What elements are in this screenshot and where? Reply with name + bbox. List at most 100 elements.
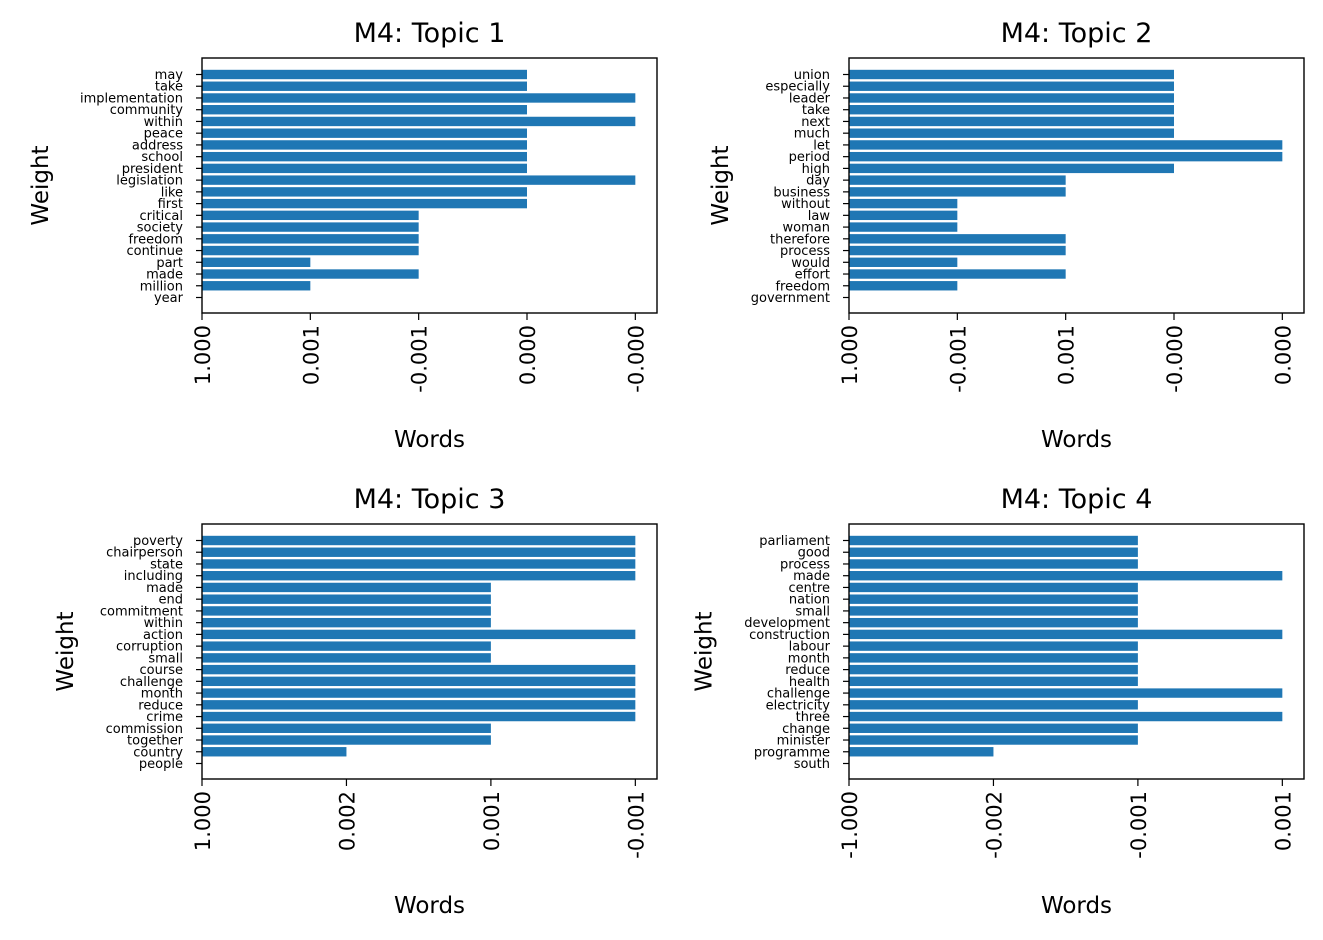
bar [202, 69, 527, 80]
bar [202, 700, 636, 710]
bar [202, 594, 491, 604]
subplot-topic-3: povertychairpersonstateincludingmadeendc… [53, 484, 658, 919]
bar [849, 617, 1138, 628]
y-tick-label: country [133, 745, 183, 760]
x-tick-label: 1.000 [191, 325, 215, 385]
x-tick-label: 0.000 [1271, 325, 1295, 385]
axes-frame [848, 57, 1305, 314]
chart-title: M4: Topic 1 [354, 18, 506, 49]
y-tick-label: programme [754, 745, 830, 760]
bar [849, 571, 1283, 581]
y-tick-label: part [156, 256, 183, 271]
bar [202, 676, 636, 687]
y-tick-label: health [789, 675, 830, 690]
y-tick-label: challenge [120, 675, 183, 690]
x-tick-label: -0.001 [408, 325, 432, 393]
y-axis-label: Weight [708, 145, 734, 225]
y-tick-label: peace [144, 127, 183, 142]
bar [202, 222, 419, 232]
y-tick-label: commission [106, 722, 183, 737]
bar [202, 281, 311, 291]
bar [202, 735, 491, 745]
y-tick-label: president [122, 162, 183, 177]
x-tick-label: 0.001 [299, 325, 323, 385]
y-tick-label: especially [765, 80, 830, 95]
y-axis-label: Weight [692, 611, 718, 691]
y-tick-label: leader [789, 91, 831, 106]
bar [849, 594, 1138, 604]
bar [202, 128, 527, 138]
x-axis-label: Words [1041, 427, 1112, 453]
bar [849, 81, 1174, 91]
y-tick-label: within [144, 616, 183, 631]
bar [849, 281, 958, 291]
y-tick-label: million [140, 279, 183, 294]
y-tick-label: course [140, 663, 183, 678]
x-tick-label: 0.001 [1271, 791, 1295, 851]
bar [849, 547, 1138, 557]
bar [849, 676, 1138, 687]
y-tick-label: end [159, 593, 184, 608]
bar [849, 210, 958, 221]
y-tick-label: freedom [128, 232, 183, 247]
y-tick-label: minister [777, 734, 831, 749]
y-tick-label: action [143, 628, 183, 643]
y-tick-label: within [144, 115, 183, 130]
bar [849, 711, 1283, 722]
bar [202, 711, 636, 722]
y-tick-label: process [780, 557, 830, 572]
chart-title: M4: Topic 3 [354, 484, 506, 515]
bar [202, 151, 527, 162]
chart-title: M4: Topic 4 [1001, 484, 1153, 515]
bar [849, 641, 1138, 651]
y-tick-label: union [794, 68, 830, 83]
bar [202, 187, 527, 197]
y-tick-label: high [802, 162, 830, 177]
y-tick-label: much [794, 127, 830, 142]
y-tick-label: state [150, 557, 183, 572]
bar [849, 700, 1138, 710]
y-tick-label: school [141, 150, 183, 165]
bar [849, 653, 1138, 663]
y-tick-label: law [808, 209, 831, 224]
bar [849, 559, 1138, 569]
bar [202, 547, 636, 557]
bar [849, 198, 958, 209]
bar [202, 175, 636, 185]
bar [202, 582, 491, 593]
y-tick-label: critical [139, 209, 183, 224]
y-tick-label: crime [146, 710, 183, 725]
axes-frame [848, 523, 1305, 780]
bar [849, 187, 1066, 197]
x-tick-label: -1.000 [838, 791, 862, 859]
y-tick-label: day [806, 174, 830, 189]
bar [849, 747, 994, 757]
y-tick-label: month [141, 687, 183, 702]
bar [849, 535, 1138, 546]
x-tick-label: -0.002 [982, 791, 1006, 859]
y-tick-label: like [161, 185, 183, 200]
y-tick-label: effort [795, 268, 830, 283]
y-tick-label: electricity [766, 698, 831, 713]
y-tick-label: nation [789, 593, 830, 608]
bar [849, 140, 1283, 150]
bar [849, 175, 1066, 185]
subplot-topic-2: unionespeciallyleadertakenextmuchletperi… [708, 18, 1305, 453]
y-tick-label: made [146, 581, 183, 596]
bar [202, 629, 636, 640]
x-tick-label: 1.000 [838, 325, 862, 385]
bar [849, 234, 1066, 244]
y-tick-label: would [791, 256, 830, 271]
x-tick-label: -0.001 [1127, 791, 1151, 859]
y-tick-label: small [148, 651, 183, 666]
bar [202, 653, 491, 663]
bar [849, 629, 1283, 640]
bar [849, 688, 1283, 698]
y-axis-label: Weight [28, 145, 54, 225]
y-tick-label: made [793, 569, 830, 584]
x-tick-label: -0.001 [624, 791, 648, 859]
axes-frame [201, 523, 658, 780]
bar [849, 128, 1174, 138]
bar [202, 571, 636, 581]
y-tick-label: period [789, 150, 830, 165]
